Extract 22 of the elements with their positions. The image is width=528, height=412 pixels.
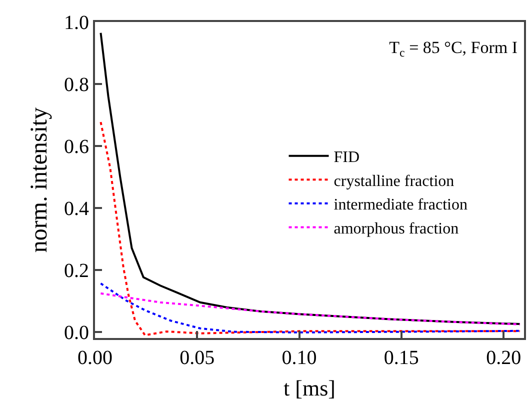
legend-label: intermediate fraction bbox=[334, 196, 468, 214]
legend-label: FID bbox=[334, 149, 360, 166]
y-tick-label: 0.4 bbox=[64, 198, 89, 220]
y-tick-label: 0.2 bbox=[64, 260, 89, 282]
x-tick-label: 0.20 bbox=[486, 347, 522, 369]
text: T$_{c}$ = 85 °C, Form I bbox=[389, 38, 518, 60]
line-series bbox=[100, 121, 521, 336]
x-axis-title: t [ms] bbox=[284, 375, 336, 400]
y-tick-label: 1.0 bbox=[64, 12, 89, 34]
y-axis-title: norm. intensity bbox=[26, 107, 53, 253]
y-tick-label: 0.6 bbox=[64, 136, 89, 158]
y-tick-label: 0.8 bbox=[64, 74, 89, 96]
line-series bbox=[100, 282, 521, 334]
line-series bbox=[100, 32, 521, 326]
legend-label: crystalline fraction bbox=[334, 172, 454, 190]
x-tick-label: 0.10 bbox=[282, 347, 317, 369]
y-tick-label: 0.0 bbox=[64, 322, 89, 344]
legend-label: amorphous fraction bbox=[334, 220, 459, 238]
x-tick-label: 0.00 bbox=[78, 347, 112, 369]
x-tick-label: 0.05 bbox=[180, 347, 215, 369]
x-tick-label: 0.15 bbox=[384, 347, 419, 369]
line-series bbox=[100, 292, 521, 326]
